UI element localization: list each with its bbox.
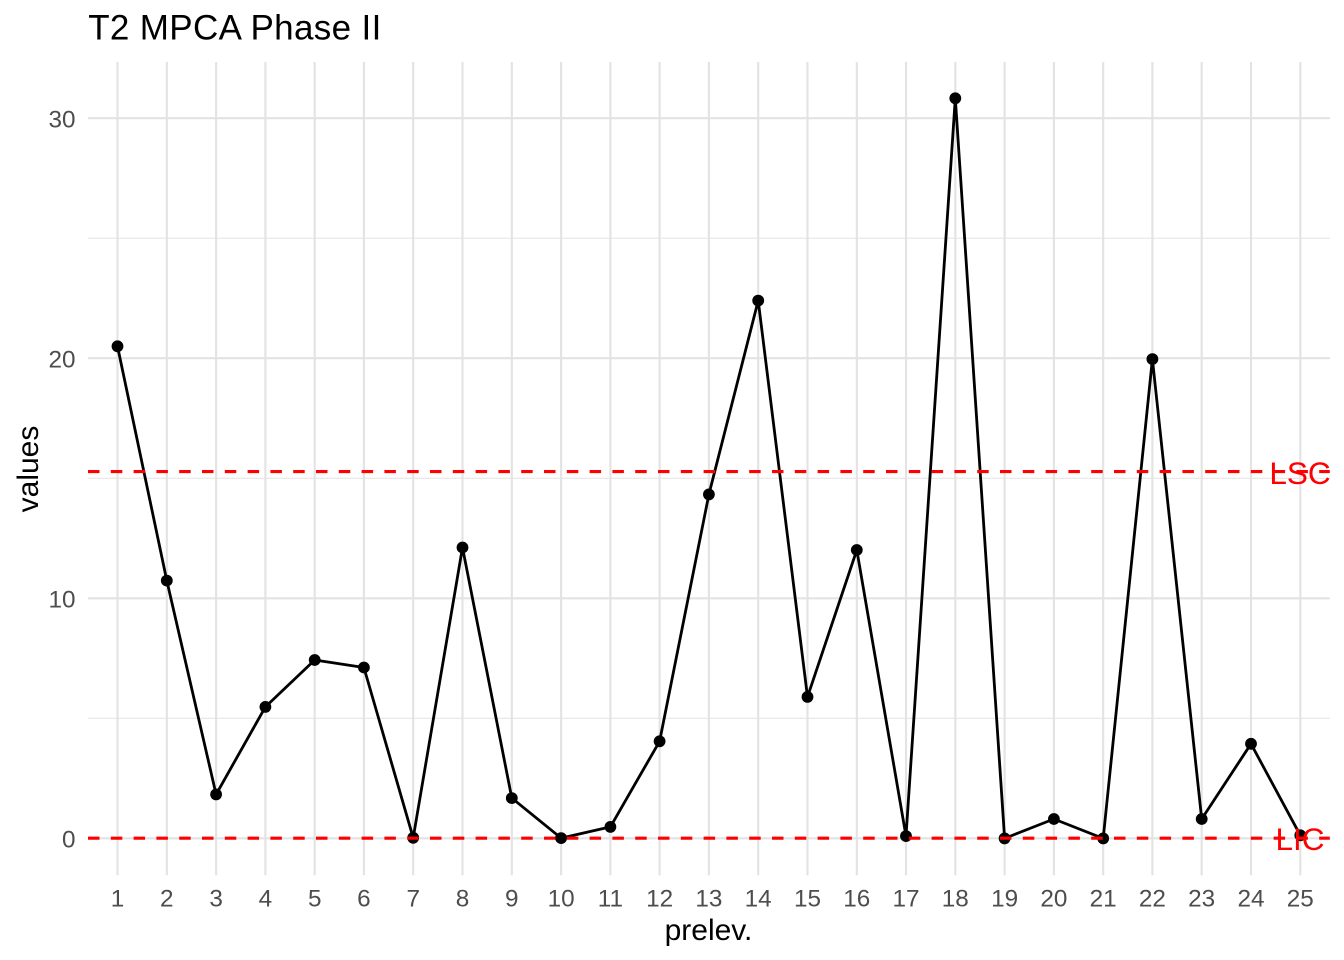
svg-text:21: 21 <box>1090 885 1117 912</box>
svg-text:LIC: LIC <box>1275 821 1324 857</box>
svg-text:20: 20 <box>1040 885 1067 912</box>
svg-text:14: 14 <box>745 885 772 912</box>
svg-text:5: 5 <box>308 885 322 912</box>
svg-text:24: 24 <box>1237 885 1264 912</box>
svg-text:30: 30 <box>48 106 75 133</box>
svg-text:4: 4 <box>259 885 273 912</box>
svg-text:10: 10 <box>48 586 75 613</box>
svg-text:1: 1 <box>111 885 125 912</box>
svg-text:0: 0 <box>62 826 76 853</box>
svg-text:2: 2 <box>160 885 174 912</box>
svg-text:LSC: LSC <box>1269 455 1330 491</box>
svg-text:T2 MPCA Phase II: T2 MPCA Phase II <box>88 9 382 48</box>
svg-text:8: 8 <box>456 885 470 912</box>
svg-text:16: 16 <box>843 885 870 912</box>
svg-text:values: values <box>12 426 45 513</box>
svg-text:15: 15 <box>794 885 821 912</box>
svg-text:prelev.: prelev. <box>665 914 753 947</box>
svg-text:22: 22 <box>1139 885 1166 912</box>
svg-text:23: 23 <box>1188 885 1215 912</box>
svg-text:11: 11 <box>598 885 623 912</box>
svg-text:7: 7 <box>406 885 420 912</box>
svg-text:9: 9 <box>505 885 519 912</box>
svg-text:6: 6 <box>357 885 371 912</box>
svg-text:12: 12 <box>646 885 673 912</box>
svg-text:25: 25 <box>1287 885 1314 912</box>
svg-text:18: 18 <box>942 885 969 912</box>
svg-text:10: 10 <box>548 885 575 912</box>
svg-text:19: 19 <box>991 885 1018 912</box>
svg-text:13: 13 <box>695 885 722 912</box>
svg-text:3: 3 <box>209 885 223 912</box>
svg-text:20: 20 <box>48 346 75 373</box>
svg-text:17: 17 <box>892 885 919 912</box>
